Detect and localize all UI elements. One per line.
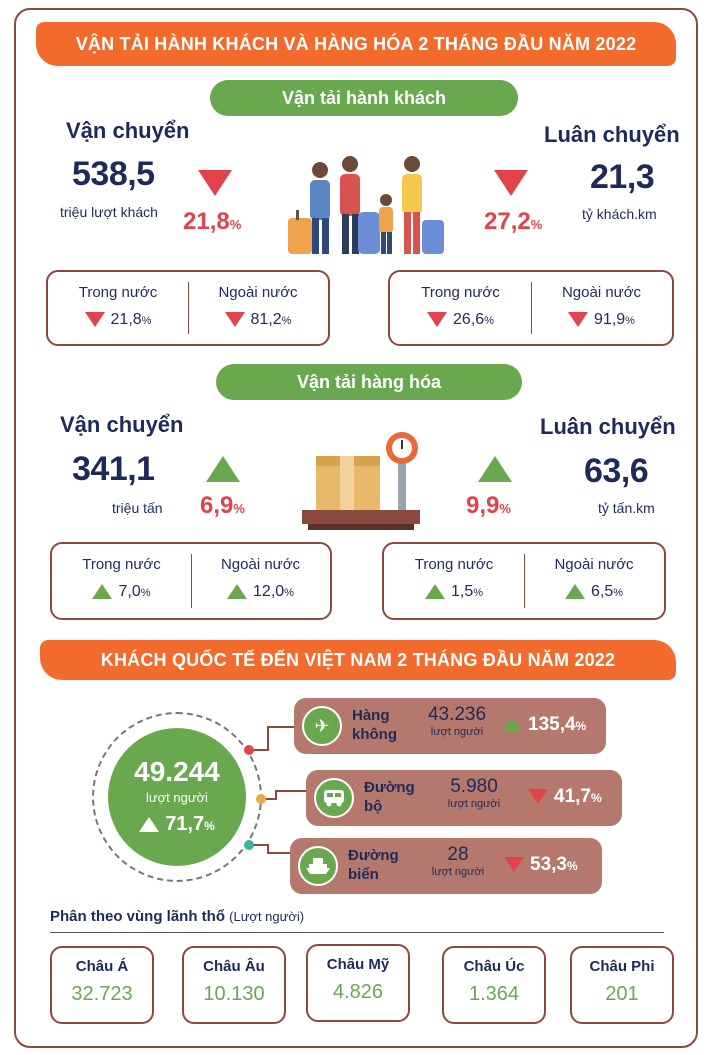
up-icon [424,584,445,600]
domestic-value: 1,5 [450,583,474,600]
ship-icon [298,846,338,886]
air-value: 43.236 [427,704,487,725]
cargo-rotation-up-icon [478,456,512,482]
region-name: Châu Mỹ [326,956,390,973]
cargo-transport-split: Trong nước 7,0% Ngoài nước 12,0% [50,542,332,620]
domestic-value: 7,0 [118,583,141,600]
air-change: 135,4 [528,714,576,735]
cargo-rotation-split: Trong nước 1,5% Ngoài nước 6,5% [382,542,666,620]
region-asia: Châu Á 32.723 [50,946,154,1024]
passenger-transport-label: Vận chuyển [66,118,190,143]
connector-lines [248,726,310,854]
cargo-transport-value: 341,1 [72,450,155,488]
region-america: Châu Mỹ 4.826 [306,944,410,1022]
down-icon [84,312,105,328]
region-name: Châu Úc [463,958,525,975]
foreign-value: 91,9 [594,311,626,328]
connector-dot-road [256,794,266,804]
bus-icon [314,778,354,818]
domestic-label: Trong nước [82,556,161,573]
road-change: 41,7 [554,786,591,807]
intl-banner-text: KHÁCH QUỐC TẾ ĐẾN VIỆT NAM 2 THÁNG ĐẦU N… [100,649,616,670]
route-air: ✈ Hàng không 43.236 lượt người 135,4% [294,698,606,754]
foreign-value: 12,0 [253,583,285,600]
region-value: 201 [605,983,639,1005]
region-oceania: Châu Úc 1.364 [442,946,546,1024]
up-icon [227,584,248,600]
intl-total-unit: lượt người [146,790,208,805]
passenger-section-pill: Vận tải hành khách [210,80,518,116]
road-value: 5.980 [450,776,498,797]
foreign-label: Ngoài nước [218,284,298,301]
region-value: 32.723 [71,983,133,1005]
passenger-transport-split: Trong nước 21,8% Ngoài nước 81,2% [46,270,330,346]
intl-total-value: 49.244 [134,756,220,787]
domestic-label: Trong nước [414,556,494,573]
foreign-value: 6,5 [590,583,614,600]
passenger-rotation-change: 27,2% [484,208,543,235]
infographic-frame [14,8,698,1048]
up-icon [564,584,585,600]
cargo-transport-unit: triệu tấn [112,500,163,516]
region-value: 4.826 [332,981,384,1003]
region-value: 10.130 [203,983,265,1005]
connector-dot-sea [244,840,254,850]
region-europe: Châu Âu 10.130 [182,946,286,1024]
passenger-transport-change: 21,8% [183,208,242,235]
passenger-rotation-value: 21,3 [590,158,655,196]
foreign-label: Ngoài nước [561,284,642,301]
down-icon [568,312,589,328]
route-sea: Đường biển 28 lượt người 53,3% [290,838,602,894]
regions-divider [50,932,664,933]
region-name: Châu Phi [589,958,655,975]
airplane-icon: ✈ [302,706,342,746]
passenger-rotation-label: Luân chuyển [544,122,680,147]
down-icon [224,312,245,328]
travelers-illustration [288,156,444,254]
cargo-scale-illustration [302,432,420,530]
sea-value: 28 [447,844,469,865]
passenger-transport-value: 538,5 [72,155,155,193]
region-name: Châu Á [75,958,129,975]
title-banner: VẬN TẢI HÀNH KHÁCH VÀ HÀNG HÓA 2 THÁNG Đ… [36,22,676,66]
passenger-rotation-unit: tỷ khách.km [582,206,657,222]
intl-banner: KHÁCH QUỐC TẾ ĐẾN VIỆT NAM 2 THÁNG ĐẦU N… [40,640,676,680]
foreign-label: Ngoài nước [554,556,634,573]
cargo-transport-up-icon [206,456,240,482]
passenger-section-label: Vận tải hành khách [281,87,447,108]
region-name: Châu Âu [203,958,265,975]
cargo-rotation-change: 9,9% [466,492,511,519]
passenger-rotation-down-icon [494,170,528,196]
intl-total-change: 71,7% [108,813,246,836]
cargo-rotation-unit: tỷ tấn.km [598,500,655,516]
foreign-value: 81,2 [250,311,282,328]
passenger-transport-down-icon [198,170,232,196]
cargo-rotation-label: Luân chuyển [540,414,676,439]
down-icon [427,312,448,328]
domestic-label: Trong nước [421,284,500,301]
cargo-section-pill: Vận tải hàng hóa [216,364,522,400]
route-road: Đường bộ 5.980 lượt người 41,7% [306,770,622,826]
passenger-transport-unit: triệu lượt khách [60,204,158,220]
title-text: VẬN TẢI HÀNH KHÁCH VÀ HÀNG HÓA 2 THÁNG Đ… [75,33,637,54]
sea-change: 53,3 [530,854,567,875]
foreign-label: Ngoài nước [220,556,301,573]
connector-dot-air [244,745,254,755]
domestic-value: 26,6 [453,311,485,328]
region-value: 1.364 [468,983,520,1005]
passenger-rotation-split: Trong nước 26,6% Ngoài nước 91,9% [388,270,674,346]
cargo-section-label: Vận tải hàng hóa [296,371,442,392]
domestic-value: 21,8 [110,311,142,328]
domestic-label: Trong nước [78,284,158,301]
up-icon [139,817,160,833]
intl-total-circle: 49.244 lượt người 71,7% [108,728,246,866]
region-africa: Châu Phi 201 [570,946,674,1024]
cargo-transport-label: Vận chuyển [60,412,184,437]
up-icon [92,584,113,600]
cargo-rotation-value: 63,6 [584,452,649,490]
regions-title: Phân theo vùng lãnh thổ (Lượt người) [50,908,305,925]
cargo-transport-change: 6,9% [200,492,245,519]
